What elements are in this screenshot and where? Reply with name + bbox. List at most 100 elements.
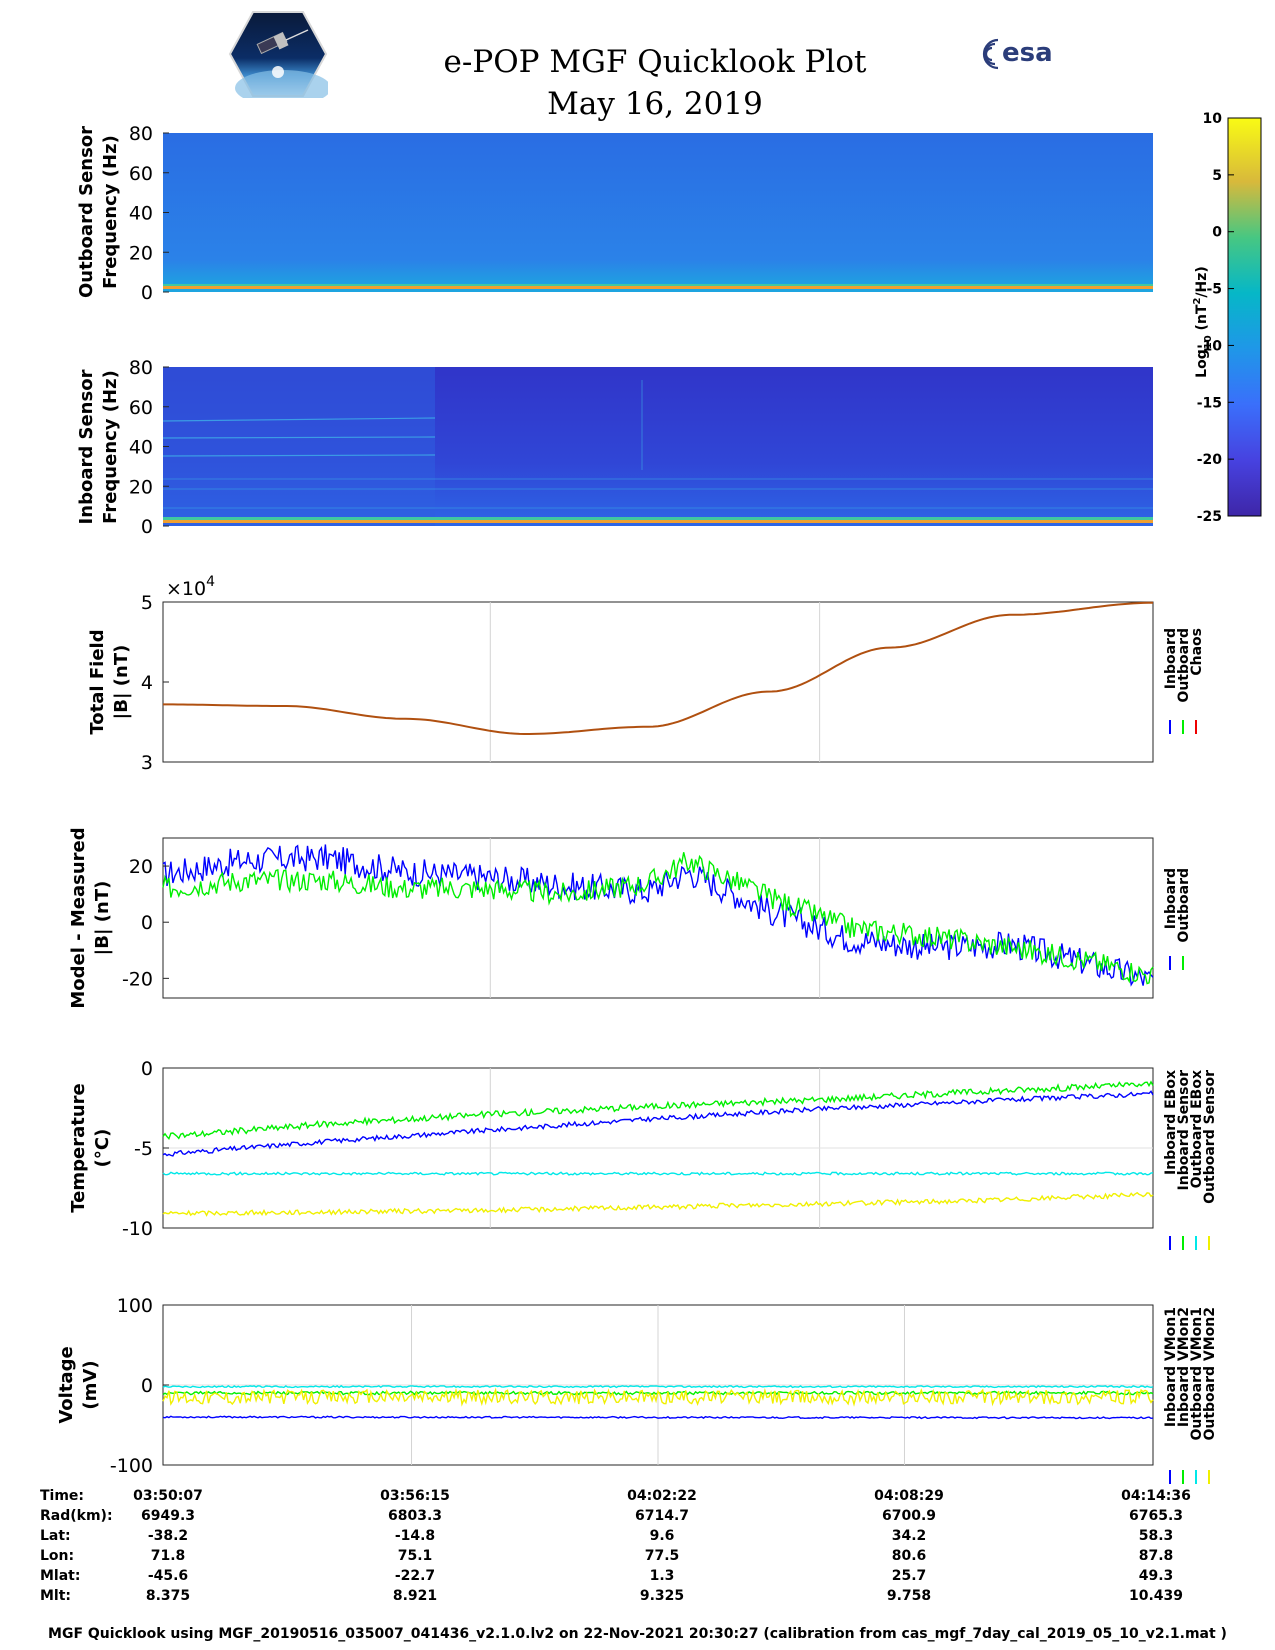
total-field-line	[163, 601, 1153, 735]
voltage-tick-label: 0	[141, 1375, 153, 1397]
outboard-spectrogram-panel: 0 20 40 60 80 Outboard Sensor Frequency (Hz)	[76, 123, 1153, 304]
esa-logo-icon: esa	[982, 38, 1053, 70]
total-field-plot-area	[162, 601, 1154, 763]
legend-label: Inboard	[1163, 628, 1179, 689]
outboard-spectrogram-axis: 0 20 40 60 80	[129, 123, 169, 304]
outboard-tick-label: 20	[129, 242, 153, 264]
inboard-low-frequency-band-edge	[163, 517, 1153, 520]
residual-tick-label: 20	[129, 856, 153, 878]
voltage-axis: -100 0 100	[110, 1295, 169, 1477]
legend-label: Outboard VMon1	[1189, 1307, 1205, 1441]
colorbar-tick-label: -25	[1197, 509, 1222, 525]
temperature-ylabel-line2: (°C)	[92, 1129, 113, 1168]
total-field-axis: 3 4 5	[141, 592, 169, 774]
inboard-tick-label: 0	[141, 516, 153, 538]
voltage-tick-label: -100	[110, 1455, 153, 1477]
inboard-spectrogram-axis: 0 20 40 60 80	[129, 357, 169, 538]
inboard-spectrogram-panel: 0 20 40 60 80 Inboard Sensor Frequency (Hz)	[76, 357, 1153, 538]
total-field-tick-label: 4	[141, 672, 153, 694]
model-minus-measured-panel: -20 0 20 Model - Measured |B| (nT) Inboard…	[68, 827, 1192, 1008]
plot-date: May 16, 2019	[547, 86, 763, 122]
total-field-tick-label: 5	[141, 592, 153, 614]
colorbar-gradient	[1227, 117, 1262, 517]
series-line-inboard-ebox	[162, 1090, 1154, 1157]
series-line-outboard-ebox	[162, 1171, 1154, 1176]
outboard-ylabel-line1: Outboard Sensor	[76, 126, 97, 298]
outboard-spectrogram-image	[163, 133, 1153, 292]
total-field-ylabel-line2: |B| (nT)	[111, 645, 132, 720]
temperature-axis: -10 -5 0	[122, 1058, 169, 1240]
inboard-tick-label: 60	[129, 397, 153, 419]
colorbar-tick-label: 5	[1212, 168, 1222, 184]
cassiope-satellite-logo-icon	[228, 11, 328, 98]
colorbar-tick-label: -20	[1197, 452, 1223, 468]
inboard-low-frequency-band	[163, 520, 1153, 523]
outboard-tick-label: 40	[129, 203, 153, 225]
legend-label: Outboard EBox	[1189, 1070, 1205, 1188]
series-line-inboard-vmon1	[162, 1415, 1154, 1420]
total-field-grid	[489, 602, 821, 762]
legend-label: Inboard VMon2	[1176, 1307, 1192, 1427]
inboard-tick-label: 20	[129, 476, 153, 498]
legend-label: Inboard	[1163, 868, 1179, 929]
outboard-low-frequency-band-edge	[163, 284, 1153, 286]
temperature-tick-label: -10	[122, 1218, 153, 1240]
inboard-tick-label: 40	[129, 437, 153, 459]
outboard-low-frequency-band	[163, 286, 1153, 289]
residual-series	[162, 844, 1154, 987]
voltage-grid	[163, 1305, 1153, 1465]
outboard-tick-label: 0	[141, 282, 153, 304]
legend-label: Inboard VMon1	[1163, 1307, 1179, 1427]
inboard-spectral-lines	[162, 380, 1153, 509]
residual-tick-label: 0	[141, 912, 153, 934]
inboard-tick-label: 80	[129, 357, 153, 379]
colorbar-tick-label: 10	[1203, 111, 1223, 127]
colorbar-label: Log10 (nT2/Hz)	[1192, 266, 1214, 378]
inboard-ylabel-line1: Inboard Sensor	[76, 369, 97, 524]
inboard-ylabel-line2: Frequency (Hz)	[100, 370, 121, 524]
temperature-panel: -10 -5 0 Temperature (°C) Inboard EBoxInbo…	[68, 1058, 1218, 1250]
total-field-ylabel-line1: Total Field	[87, 629, 108, 734]
series-line-inboard	[162, 844, 1154, 987]
residual-ylabel-line1: Model - Measured	[68, 827, 89, 1008]
voltage-ylabel-line1: Voltage	[56, 1346, 77, 1423]
series-line-outboard	[162, 852, 1154, 985]
series-line-outboard-sensor	[162, 1191, 1154, 1217]
temperature-ylabel-line1: Temperature	[68, 1083, 89, 1212]
outboard-ylabel-line2: Frequency (Hz)	[100, 135, 121, 289]
total-field-tick-label: 3	[141, 752, 153, 774]
total-field-panel: 3 4 5 ×104 Total Field |B| (nT) InboardOut…	[87, 574, 1205, 774]
residual-ylabel-line2: |B| (nT)	[92, 881, 113, 956]
colorbar-tick-label: -5	[1206, 282, 1222, 298]
total-field-exponent: ×104	[166, 574, 215, 600]
series-line-outboard-vmon2	[162, 1387, 1154, 1407]
residual-grid	[489, 838, 821, 998]
spectrogram-colorbar: 10 5 0 -5 -10 -15 -20 -25 Log10 (nT2/Hz)	[1192, 111, 1262, 525]
esa-logo-text: esa	[1002, 38, 1053, 68]
series-line-inboard-sensor	[162, 1080, 1154, 1141]
temperature-grid	[163, 1068, 1153, 1228]
plot-title: e-POP MGF Quicklook Plot	[443, 44, 867, 80]
legend-label: Inboard Sensor	[1176, 1070, 1192, 1191]
residual-plot-area	[162, 837, 1154, 999]
residual-axis: -20 0 20	[122, 856, 169, 990]
legend-label: Chaos	[1189, 628, 1205, 676]
inboard-early-emission-region	[163, 367, 435, 526]
legend-label: Outboard	[1176, 628, 1192, 703]
outboard-tick-label: 80	[129, 123, 153, 145]
series-line-outboard-vmon1	[162, 1384, 1154, 1389]
residual-tick-label: -20	[122, 968, 153, 990]
legend-label: Outboard Sensor	[1202, 1070, 1218, 1204]
outboard-tick-label: 60	[129, 163, 153, 185]
colorbar-tick-label: -15	[1197, 395, 1222, 411]
temperature-series	[162, 1080, 1154, 1217]
voltage-panel: -100 0 100 Voltage (mV) Inboard VMon1Inboa…	[56, 1295, 1218, 1484]
temperature-tick-label: 0	[141, 1058, 153, 1080]
voltage-ylabel-line2: (mV)	[80, 1360, 101, 1409]
legend-label: Outboard VMon2	[1202, 1307, 1218, 1441]
colorbar-tick-label: 0	[1212, 225, 1222, 241]
